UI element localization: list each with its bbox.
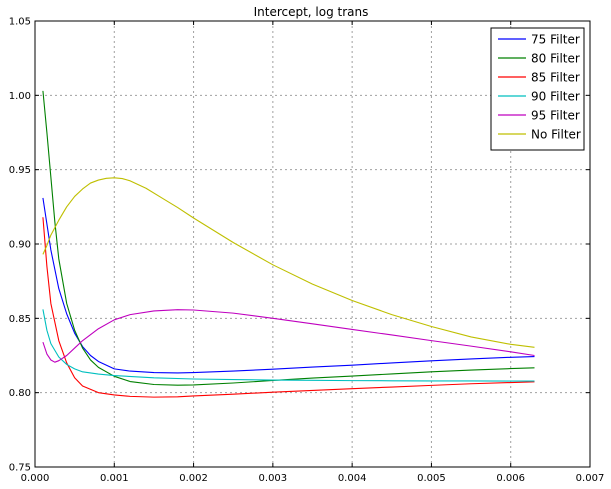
legend-label: 85 Filter xyxy=(531,71,580,85)
series-line-75-filter xyxy=(42,197,535,374)
series-group xyxy=(42,90,535,398)
legend-label: 75 Filter xyxy=(531,33,580,47)
axis-ticks: 0.000 0.001 0.002 0.003 0.004 0.005 0.006 0.007… xyxy=(9,17,605,485)
y-tick-label: 1.05 xyxy=(9,17,31,28)
series-line-90-filter xyxy=(42,309,535,382)
legend-label: 80 Filter xyxy=(531,52,580,66)
x-tick-label: 0.002 xyxy=(179,473,208,484)
series-line-80-filter xyxy=(42,90,535,386)
y-tick-label: 0.95 xyxy=(9,165,31,176)
x-tick-label: 0.004 xyxy=(338,473,367,484)
y-tick-label: 0.90 xyxy=(9,240,31,251)
x-tick-label: 0.003 xyxy=(259,473,288,484)
x-tick-label: 0.000 xyxy=(21,473,50,484)
x-tick-label: 0.001 xyxy=(100,473,129,484)
y-tick-label: 0.75 xyxy=(9,463,31,474)
series-line-85-filter xyxy=(42,217,535,398)
x-tick-label: 0.006 xyxy=(496,473,525,484)
legend-label: 90 Filter xyxy=(531,90,580,104)
series-line-95-filter xyxy=(42,309,535,363)
chart-title: Intercept, log trans xyxy=(254,5,369,19)
x-tick-label: 0.007 xyxy=(576,473,605,484)
y-tick-label: 1.00 xyxy=(9,91,31,102)
legend-label: No Filter xyxy=(531,128,581,142)
series-line-no-filter xyxy=(42,177,535,348)
y-tick-label: 0.80 xyxy=(9,388,31,399)
legend-label: 95 Filter xyxy=(531,109,580,123)
x-tick-label: 0.005 xyxy=(417,473,446,484)
legend: 75 Filter 80 Filter 85 Filter 90 Filter 95 F… xyxy=(490,27,585,151)
y-tick-label: 0.85 xyxy=(9,314,31,325)
legend-box xyxy=(490,27,585,151)
